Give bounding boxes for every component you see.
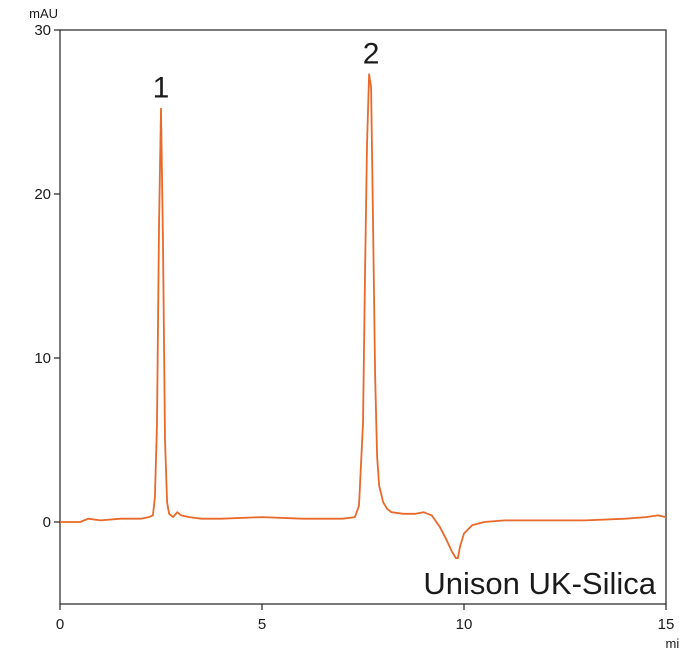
y-tick-label: 30	[34, 22, 51, 39]
y-tick-label: 0	[43, 514, 51, 531]
y-tick-label: 20	[34, 186, 51, 203]
chromatogram-trace	[60, 74, 666, 558]
x-tick-label: 0	[56, 616, 64, 633]
x-tick-label: 15	[658, 616, 675, 633]
plot-frame	[60, 30, 666, 604]
y-tick-label: 10	[34, 350, 51, 367]
y-axis-unit-label: mAU	[29, 6, 58, 21]
x-axis-unit-label: min	[666, 636, 680, 651]
x-axis: 0 5 10 15	[56, 604, 675, 633]
x-tick-label: 5	[258, 616, 266, 633]
peak-label: 1	[153, 72, 170, 105]
x-tick-label: 10	[456, 616, 473, 633]
peak-label: 2	[363, 37, 380, 70]
y-axis: 0 10 20 30	[34, 22, 60, 531]
peak-labels: 12	[153, 37, 380, 104]
column-name-annotation: Unison UK-Silica	[423, 566, 656, 601]
